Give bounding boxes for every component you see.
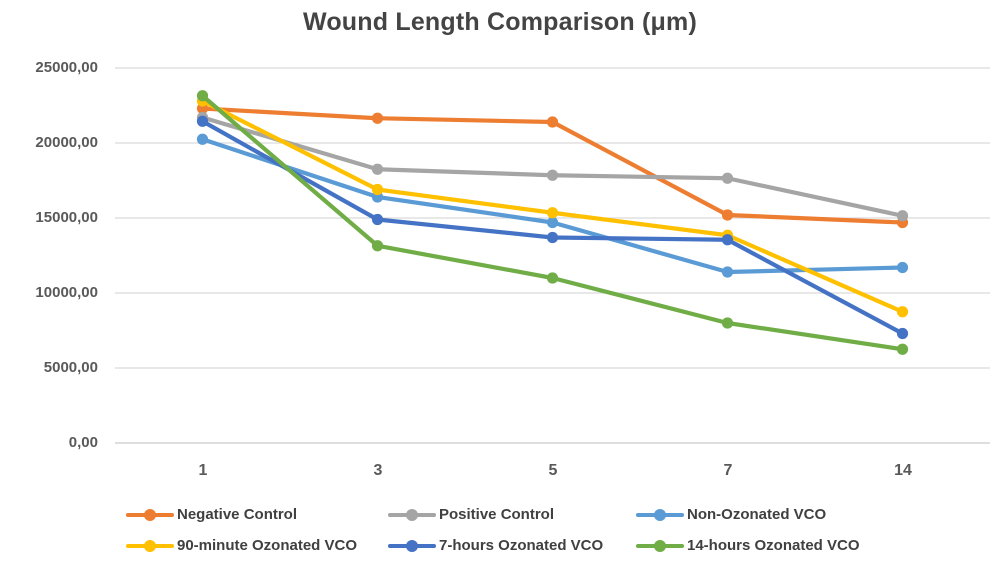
legend-label: 7-hours Ozonated VCO xyxy=(439,537,604,554)
data-point-14-hours-ozonated-vco xyxy=(721,317,734,329)
legend-item-14-hours-ozonated-vco: 14-hours Ozonated VCO xyxy=(636,533,860,558)
x-tick-label: 7 xyxy=(723,462,733,479)
line-marker-icon xyxy=(126,539,174,552)
data-point-90-minute-ozonated-vco xyxy=(896,306,909,318)
legend-item-non-ozonated-vco: Non-Ozonated VCO xyxy=(636,502,860,527)
y-tick-label: 15000,00 xyxy=(35,209,98,226)
legend-item-7-hours-ozonated-vco: 7-hours Ozonated VCO xyxy=(388,533,636,558)
data-point-14-hours-ozonated-vco xyxy=(371,240,384,252)
data-point-non-ozonated-vco xyxy=(721,266,734,278)
data-point-non-ozonated-vco xyxy=(546,216,559,229)
legend-label: 14-hours Ozonated VCO xyxy=(687,537,860,554)
x-tick-label: 5 xyxy=(548,462,558,479)
data-point-7-hours-ozonated-vco xyxy=(896,327,909,340)
data-point-14-hours-ozonated-vco xyxy=(546,272,559,284)
legend-item-negative-control: Negative Control xyxy=(126,502,388,527)
legend-label: Positive Control xyxy=(439,506,555,523)
legend-item-90-minute-ozonated-vco: 90-minute Ozonated VCO xyxy=(126,533,388,558)
data-point-90-minute-ozonated-vco xyxy=(371,183,384,196)
y-tick-label: 20000,00 xyxy=(35,134,98,151)
series-line-non-ozonated-vco xyxy=(200,137,905,275)
data-point-7-hours-ozonated-vco xyxy=(371,213,384,226)
line-marker-icon xyxy=(388,539,436,552)
line-marker-icon xyxy=(126,508,174,521)
y-tick-label: 10000,00 xyxy=(35,284,98,301)
legend-label: Non-Ozonated VCO xyxy=(687,506,827,523)
data-point-positive-control xyxy=(896,210,909,222)
x-tick-label: 14 xyxy=(894,462,912,479)
x-tick-label: 3 xyxy=(373,462,383,479)
chart-title: Wound Length Comparison (μm) xyxy=(302,8,697,36)
line-marker-icon xyxy=(636,508,684,521)
data-point-positive-control xyxy=(721,172,734,184)
data-point-14-hours-ozonated-vco xyxy=(896,343,909,355)
data-point-7-hours-ozonated-vco xyxy=(721,234,734,246)
data-point-positive-control xyxy=(371,163,384,175)
data-point-negative-control xyxy=(371,112,384,124)
data-point-negative-control xyxy=(546,116,559,128)
data-point-negative-control xyxy=(721,209,734,221)
x-tick-label: 1 xyxy=(198,462,208,479)
line-marker-icon xyxy=(388,508,436,521)
data-point-non-ozonated-vco xyxy=(896,261,909,274)
data-point-90-minute-ozonated-vco xyxy=(546,207,559,219)
legend-item-positive-control: Positive Control xyxy=(388,502,636,527)
data-point-positive-control xyxy=(546,169,559,181)
data-point-non-ozonated-vco xyxy=(196,133,209,145)
line-marker-icon xyxy=(636,539,684,552)
chart-legend: Negative Control Positive Control Non-Oz… xyxy=(126,502,860,558)
data-point-7-hours-ozonated-vco xyxy=(546,231,559,244)
legend-label: Negative Control xyxy=(177,506,298,523)
legend-label: 90-minute Ozonated VCO xyxy=(177,537,358,554)
series-line-positive-control xyxy=(200,115,905,218)
y-tick-label: 5000,00 xyxy=(43,359,98,376)
data-point-14-hours-ozonated-vco xyxy=(196,90,209,102)
y-tick-label: 0,00 xyxy=(68,434,98,451)
y-tick-label: 25000,00 xyxy=(35,59,98,76)
data-point-7-hours-ozonated-vco xyxy=(196,115,209,127)
